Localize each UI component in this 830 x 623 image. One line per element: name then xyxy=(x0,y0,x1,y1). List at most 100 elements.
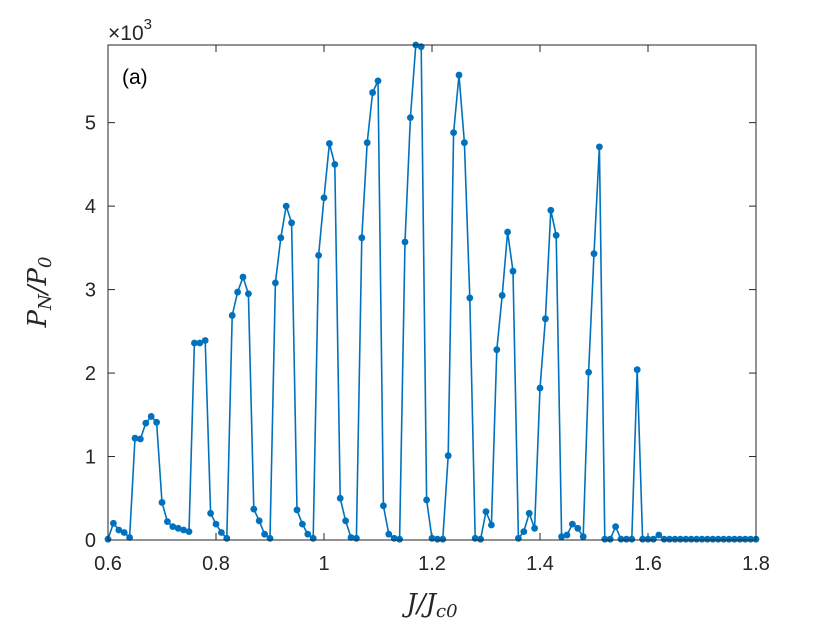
data-point xyxy=(158,499,166,506)
data-point xyxy=(228,312,236,319)
x-axis-label-sub: c0 xyxy=(436,601,458,622)
data-point xyxy=(277,234,285,242)
data-point xyxy=(498,292,506,299)
data-point xyxy=(309,534,317,542)
data-point xyxy=(293,506,301,514)
data-point xyxy=(747,535,754,543)
data-point xyxy=(515,534,522,542)
data-point xyxy=(369,89,376,96)
data-point xyxy=(115,526,123,534)
data-point xyxy=(639,535,646,543)
y-tick-label: 4 xyxy=(85,196,96,218)
data-point xyxy=(331,160,339,168)
data-point xyxy=(147,413,155,420)
y-multiplier: ×103 xyxy=(108,16,152,45)
data-point xyxy=(596,143,603,151)
data-point xyxy=(547,206,555,214)
data-point xyxy=(336,494,344,502)
data-point xyxy=(174,524,182,532)
data-point xyxy=(466,294,474,302)
y-axis-label-sub2: 0 xyxy=(35,257,56,268)
data-point xyxy=(396,535,403,543)
data-point xyxy=(493,346,501,354)
data-point xyxy=(455,71,463,79)
data-point xyxy=(633,366,641,374)
data-point xyxy=(255,517,263,525)
data-point xyxy=(142,419,150,427)
data-point xyxy=(282,202,290,210)
x-tick-label: 0.8 xyxy=(202,553,230,575)
series-markers xyxy=(104,41,760,543)
data-point xyxy=(655,531,663,539)
data-point xyxy=(612,523,619,531)
data-point xyxy=(207,509,215,517)
data-point xyxy=(185,528,193,536)
data-point xyxy=(623,535,630,543)
data-point xyxy=(558,533,565,541)
data-point xyxy=(450,129,457,137)
x-tick-label: 1.8 xyxy=(742,553,770,575)
data-point xyxy=(234,288,242,296)
x-tick-label: 1 xyxy=(318,553,329,575)
data-point xyxy=(714,535,722,543)
y-tick-label: 5 xyxy=(85,113,96,135)
data-point xyxy=(299,520,306,528)
data-point xyxy=(304,530,312,538)
data-point xyxy=(569,520,576,528)
data-point xyxy=(439,535,447,543)
data-point xyxy=(693,535,700,543)
data-point xyxy=(126,534,133,541)
data-point xyxy=(650,535,657,543)
data-point xyxy=(212,520,220,528)
data-point xyxy=(606,535,614,543)
data-point xyxy=(164,518,171,526)
data-point xyxy=(245,290,252,298)
data-point xyxy=(407,114,414,122)
x-tick-label: 1.6 xyxy=(634,553,662,575)
data-point xyxy=(660,535,668,543)
data-point xyxy=(218,529,225,536)
data-point xyxy=(444,452,452,460)
data-point xyxy=(509,267,517,275)
data-point xyxy=(191,339,198,347)
data-point xyxy=(153,418,161,426)
data-point xyxy=(272,279,279,287)
data-point xyxy=(736,535,744,543)
data-point xyxy=(488,521,495,529)
data-point xyxy=(542,315,549,323)
data-point xyxy=(326,140,333,147)
data-point xyxy=(720,535,727,543)
data-point xyxy=(520,528,528,536)
data-point xyxy=(353,534,360,542)
data-point xyxy=(347,534,355,541)
data-point xyxy=(666,535,673,543)
data-point xyxy=(423,496,430,504)
data-point xyxy=(223,534,231,542)
data-point xyxy=(131,434,139,442)
data-point xyxy=(741,535,749,543)
data-point xyxy=(644,535,652,543)
data-point xyxy=(682,535,690,543)
data-point xyxy=(320,194,328,202)
data-point xyxy=(201,337,209,344)
data-point xyxy=(725,535,733,543)
data-point xyxy=(671,535,679,543)
data-point xyxy=(385,530,393,538)
data-point xyxy=(563,531,571,539)
data-point xyxy=(698,535,706,543)
data-point xyxy=(266,534,274,542)
data-point xyxy=(315,251,322,259)
data-point xyxy=(687,535,695,543)
x-axis-label: J/Jc0 xyxy=(401,589,457,622)
data-point xyxy=(374,77,382,85)
y-axis-label-mid: /P xyxy=(23,267,53,297)
data-point xyxy=(574,524,582,532)
data-point xyxy=(601,535,609,543)
x-tick-labels: 0.6 0.8 1 1.2 1.4 1.6 1.8 xyxy=(94,553,770,575)
data-point xyxy=(358,234,366,242)
data-point xyxy=(617,535,625,543)
y-tick-label: 0 xyxy=(85,530,96,552)
x-tick-label: 0.6 xyxy=(94,553,122,575)
data-point xyxy=(169,523,177,531)
